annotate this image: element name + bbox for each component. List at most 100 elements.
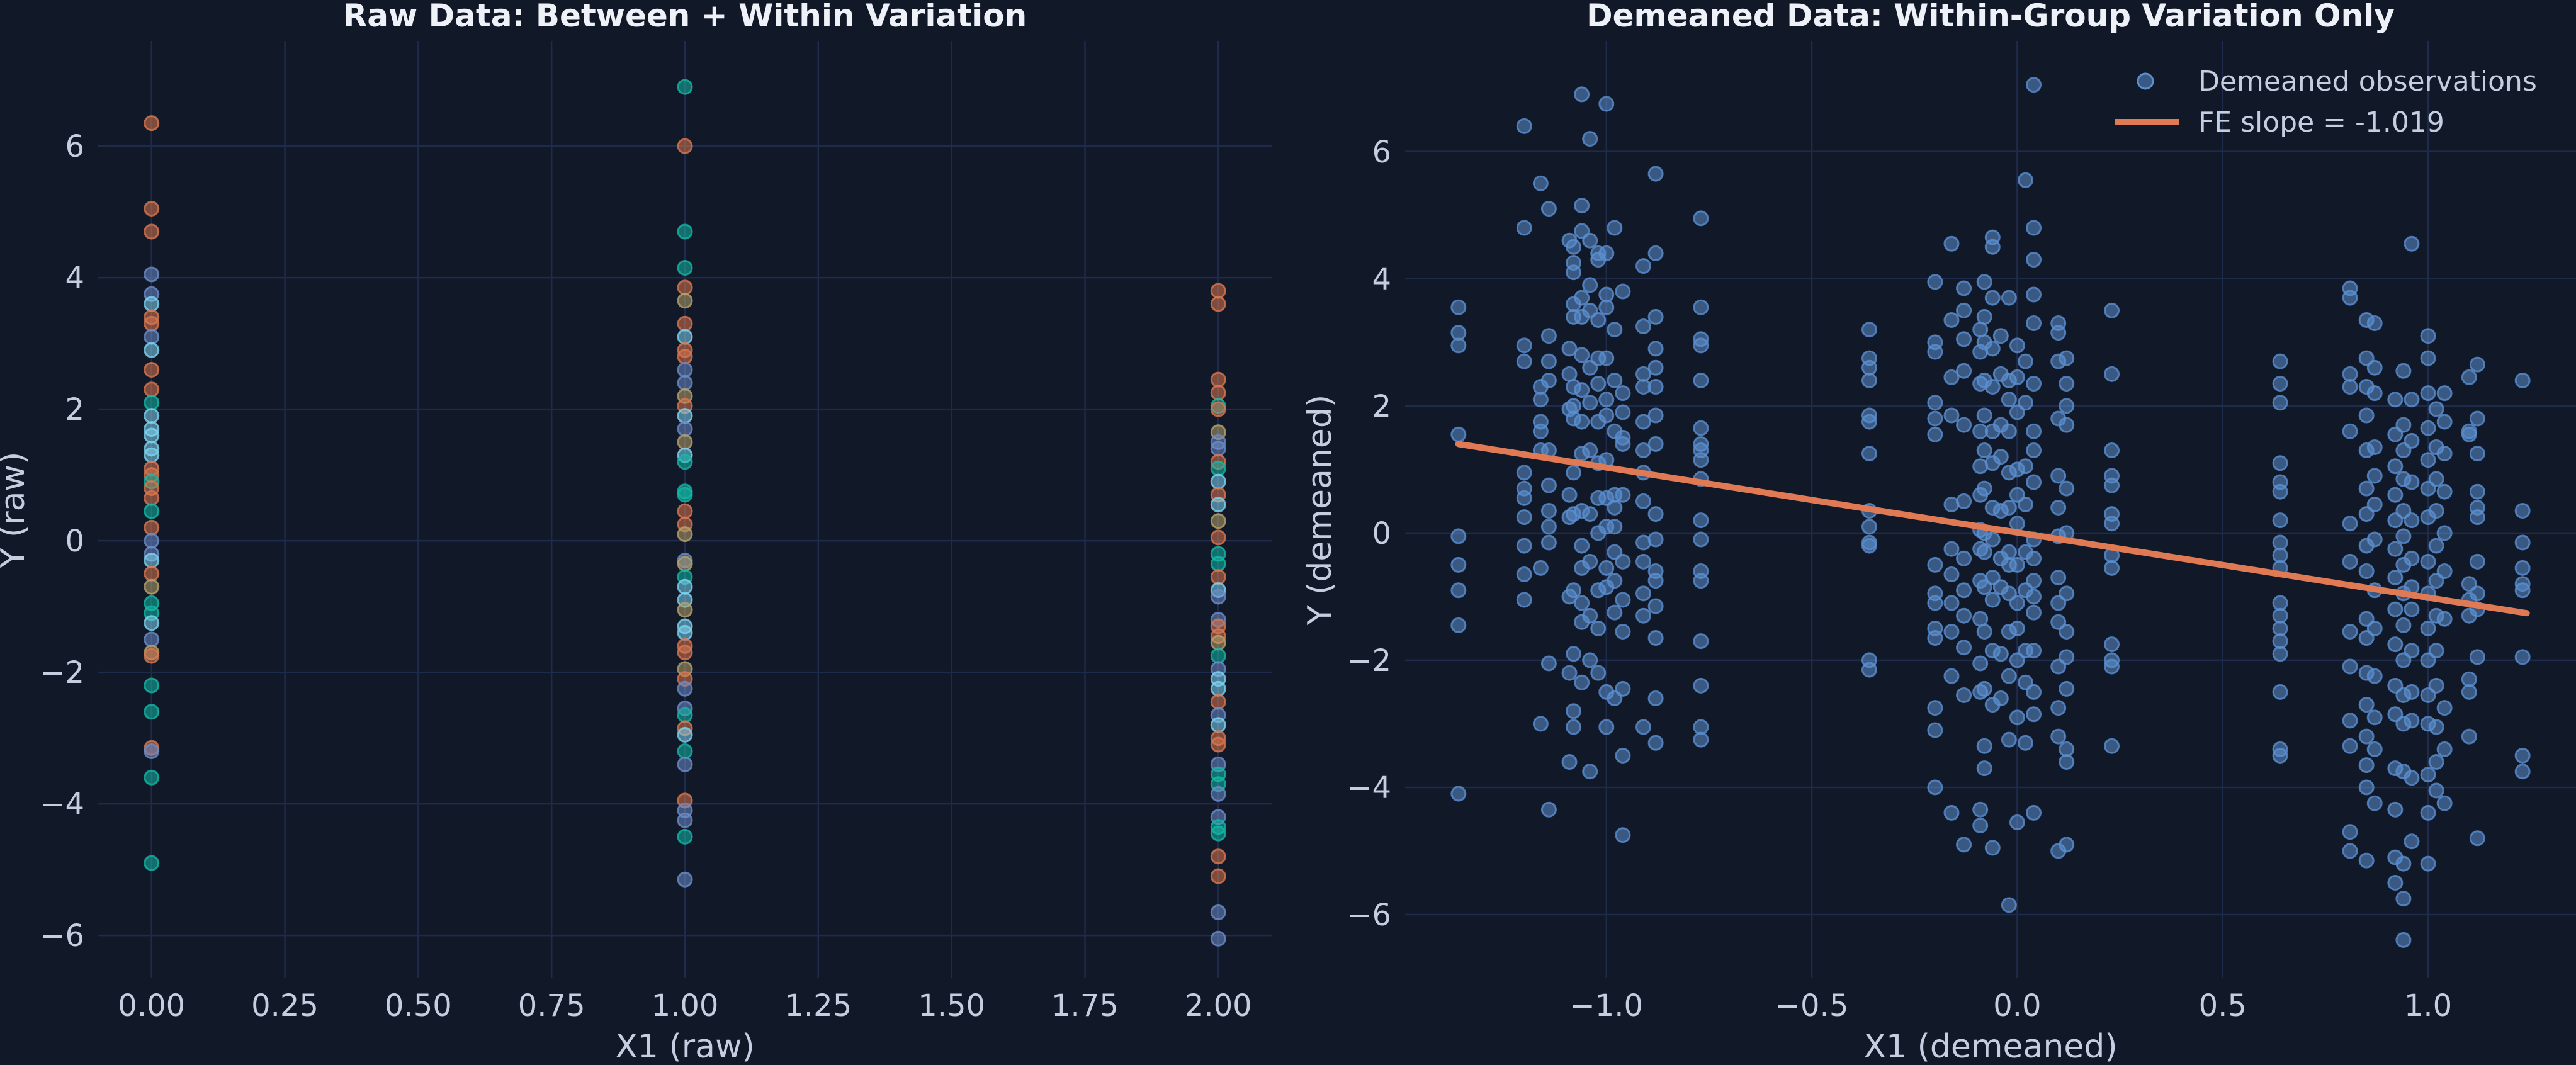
data-point xyxy=(2059,398,2075,414)
data-point xyxy=(1635,442,1652,459)
data-point xyxy=(1635,553,1652,570)
data-point xyxy=(2469,410,2485,427)
data-point xyxy=(2366,315,2383,332)
data-point xyxy=(2104,636,2120,653)
data-point xyxy=(1984,531,2001,548)
data-point xyxy=(2026,220,2042,236)
data-point xyxy=(677,223,693,240)
data-point xyxy=(1976,442,1992,459)
data-point xyxy=(2026,315,2042,332)
y-tick-label: 4 xyxy=(65,261,84,296)
data-point xyxy=(2272,595,2288,611)
data-point xyxy=(2387,487,2404,503)
data-point xyxy=(1561,366,1578,382)
data-point xyxy=(1956,687,1972,703)
data-point xyxy=(1566,703,1582,719)
fe-slope-line xyxy=(1455,441,2530,617)
data-point xyxy=(2387,874,2404,891)
data-point xyxy=(144,677,160,694)
data-point xyxy=(1972,322,1989,338)
data-point xyxy=(677,408,693,424)
data-point xyxy=(1943,623,1960,640)
data-point xyxy=(1566,465,1582,481)
data-point xyxy=(677,279,693,296)
data-point xyxy=(1516,118,1532,134)
data-point xyxy=(677,812,693,828)
data-point xyxy=(1693,573,1709,589)
data-point xyxy=(2026,684,2042,700)
data-point xyxy=(1992,449,2009,465)
data-point xyxy=(677,375,693,391)
data-point xyxy=(677,361,693,378)
data-point xyxy=(1635,719,1652,735)
data-point xyxy=(1635,318,1652,335)
data-point xyxy=(677,578,693,595)
data-point xyxy=(1210,497,1226,513)
data-point xyxy=(2387,541,2404,557)
data-point xyxy=(677,138,693,154)
data-point xyxy=(2395,363,2412,379)
data-point xyxy=(1956,550,1972,566)
x-tick-label: 0.0 xyxy=(1993,988,2041,1023)
data-point xyxy=(144,855,160,871)
data-point xyxy=(1861,538,1877,554)
data-point xyxy=(2366,741,2383,757)
data-point xyxy=(2428,503,2444,519)
data-point xyxy=(144,648,160,664)
data-point xyxy=(2272,747,2288,764)
data-point xyxy=(2017,395,2033,411)
data-point xyxy=(1647,506,1664,522)
data-point xyxy=(2009,516,2025,532)
data-point xyxy=(677,487,693,503)
data-point xyxy=(2342,843,2358,859)
data-point xyxy=(2420,767,2436,783)
data-point xyxy=(2428,719,2444,735)
data-point xyxy=(1210,736,1226,753)
data-point xyxy=(1450,528,1467,544)
data-point xyxy=(1693,210,1709,227)
y-tick-label: 0 xyxy=(1372,516,1391,551)
data-point xyxy=(2342,366,2358,382)
data-point xyxy=(677,329,693,345)
data-point xyxy=(1693,731,1709,748)
data-point xyxy=(2404,770,2420,786)
data-point xyxy=(2059,585,2075,602)
data-point xyxy=(2395,855,2412,872)
data-point xyxy=(2272,607,2288,624)
data-point xyxy=(2428,471,2444,487)
legend-marker-observations xyxy=(2137,72,2154,90)
data-point xyxy=(1566,719,1582,735)
x-tick-label: 1.50 xyxy=(918,988,985,1023)
data-point xyxy=(1927,722,1943,738)
data-point xyxy=(1210,556,1226,572)
y-tick-label: −2 xyxy=(40,655,84,690)
data-point xyxy=(1210,930,1226,947)
data-point xyxy=(1582,553,1598,570)
data-point xyxy=(2272,455,2288,471)
data-point xyxy=(1540,503,1557,519)
x-tick-label: −1.0 xyxy=(1570,988,1644,1023)
data-point xyxy=(2050,325,2067,341)
data-point xyxy=(1693,372,1709,388)
data-point xyxy=(677,259,693,276)
data-point xyxy=(1516,538,1532,554)
data-point xyxy=(144,743,160,760)
data-point xyxy=(677,420,693,437)
data-point xyxy=(144,447,160,463)
data-point xyxy=(1582,652,1598,668)
data-point xyxy=(2461,369,2477,385)
data-point xyxy=(1972,801,1989,818)
data-point xyxy=(2104,560,2120,576)
data-point xyxy=(2272,684,2288,700)
data-point xyxy=(1566,398,1582,414)
data-point xyxy=(1574,198,1590,214)
data-point xyxy=(1992,328,2009,344)
data-point xyxy=(1927,274,1943,290)
data-point xyxy=(1647,407,1664,424)
data-point xyxy=(1582,506,1598,522)
data-point xyxy=(1540,655,1557,672)
data-point xyxy=(1210,634,1226,651)
data-point xyxy=(144,381,160,398)
data-point xyxy=(1976,308,1992,325)
data-point xyxy=(144,223,160,240)
